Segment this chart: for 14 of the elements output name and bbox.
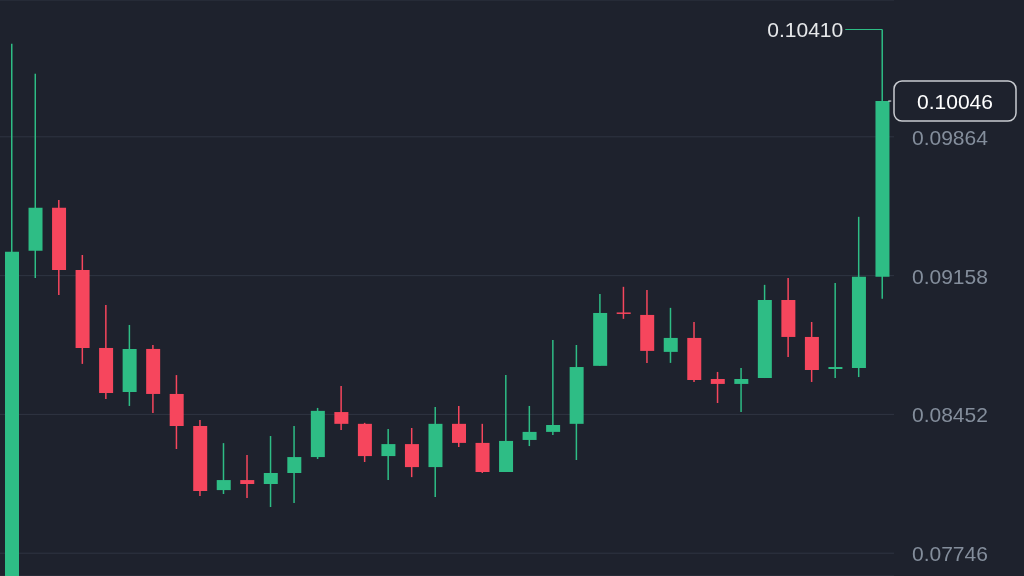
candlestick bbox=[499, 375, 514, 473]
candlestick bbox=[381, 428, 396, 481]
y-tick-label: 0.08452 bbox=[912, 403, 988, 427]
candlestick bbox=[287, 426, 302, 504]
annotation: 0.10410 bbox=[767, 17, 844, 41]
y-tick-label: 0.07746 bbox=[912, 542, 988, 566]
candlestick bbox=[240, 455, 255, 498]
candlestick bbox=[546, 339, 561, 436]
candlestick bbox=[734, 368, 749, 413]
candlestick bbox=[334, 385, 349, 430]
ref-line-label: 0.10046 bbox=[917, 89, 993, 113]
candlestick bbox=[828, 282, 843, 379]
y-tick-label: 0.09158 bbox=[912, 264, 988, 288]
y-tick-label: 0.09864 bbox=[912, 125, 989, 149]
